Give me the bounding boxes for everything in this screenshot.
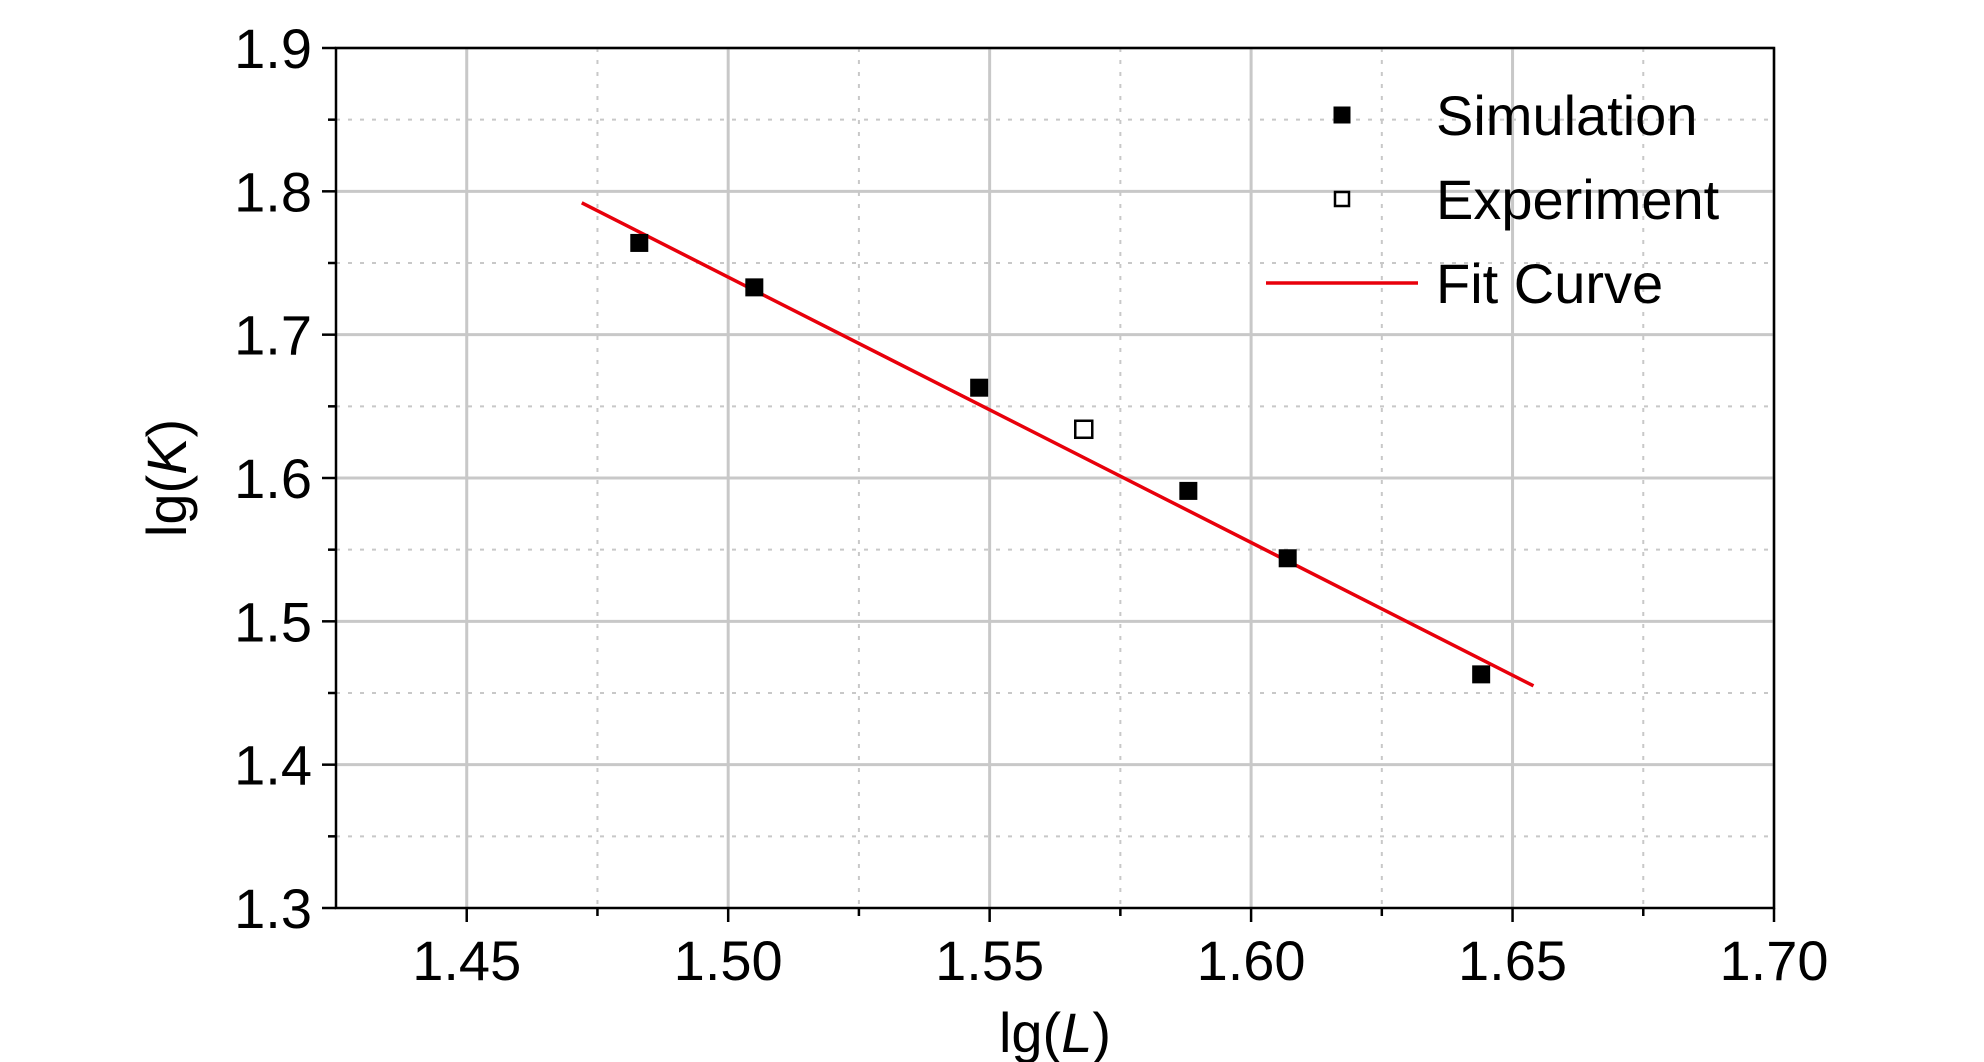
y-tick-label: 1.6: [234, 447, 312, 510]
y-axis-title-variable: K: [135, 435, 198, 475]
x-axis-title: lg(L): [999, 1001, 1111, 1062]
legend-label: Fit Curve: [1436, 252, 1663, 315]
x-axis-title-prefix: lg(: [999, 1001, 1062, 1062]
x-tick-label: 1.50: [674, 929, 783, 992]
simulation-point: [745, 278, 764, 297]
legend-item: Fit Curve: [1266, 252, 1663, 315]
legend-item: Experiment: [1333, 168, 1720, 231]
legend: Simulation Experiment Fit Curve: [1266, 84, 1720, 315]
y-tick-label: 1.7: [234, 304, 312, 367]
simulation-point: [1278, 549, 1297, 568]
axis-ticks: 1.45 1.50 1.55 1.60 1.65 1.70 1.3 1.4 1.5 1.6 1.7 1…: [234, 17, 1828, 992]
legend-label: Experiment: [1436, 168, 1720, 231]
data-points-layer: [630, 233, 1491, 684]
experiment-point: [1074, 419, 1094, 440]
fit-curve-layer: [580, 201, 1535, 688]
y-axis-title: lg(K): [135, 419, 198, 537]
x-tick-label: 1.45: [412, 929, 521, 992]
y-axis-title-prefix: lg(: [135, 475, 198, 538]
fit-curve-line: [580, 201, 1535, 688]
simulation-point: [1472, 665, 1491, 684]
x-axis-title-suffix: ): [1092, 1001, 1111, 1062]
x-tick-label: 1.60: [1197, 929, 1306, 992]
y-tick-label: 1.4: [234, 734, 312, 797]
x-tick-label: 1.65: [1458, 929, 1567, 992]
x-tick-label: 1.70: [1720, 929, 1829, 992]
simulation-point: [970, 378, 989, 397]
legend-open-square-marker: [1333, 190, 1351, 208]
legend-item: Simulation: [1333, 84, 1697, 147]
y-tick-label: 1.8: [234, 160, 312, 223]
simulation-point: [630, 233, 649, 252]
y-tick-label: 1.5: [234, 590, 312, 653]
x-axis-title-variable: L: [1061, 1001, 1092, 1062]
x-tick-label: 1.55: [935, 929, 1044, 992]
y-tick-label: 1.9: [234, 17, 312, 80]
legend-label: Simulation: [1436, 84, 1697, 147]
simulation-point: [1179, 481, 1198, 500]
y-axis-title-suffix: ): [135, 419, 198, 438]
legend-filled-square-marker: [1333, 106, 1351, 124]
y-tick-label: 1.3: [234, 877, 312, 940]
